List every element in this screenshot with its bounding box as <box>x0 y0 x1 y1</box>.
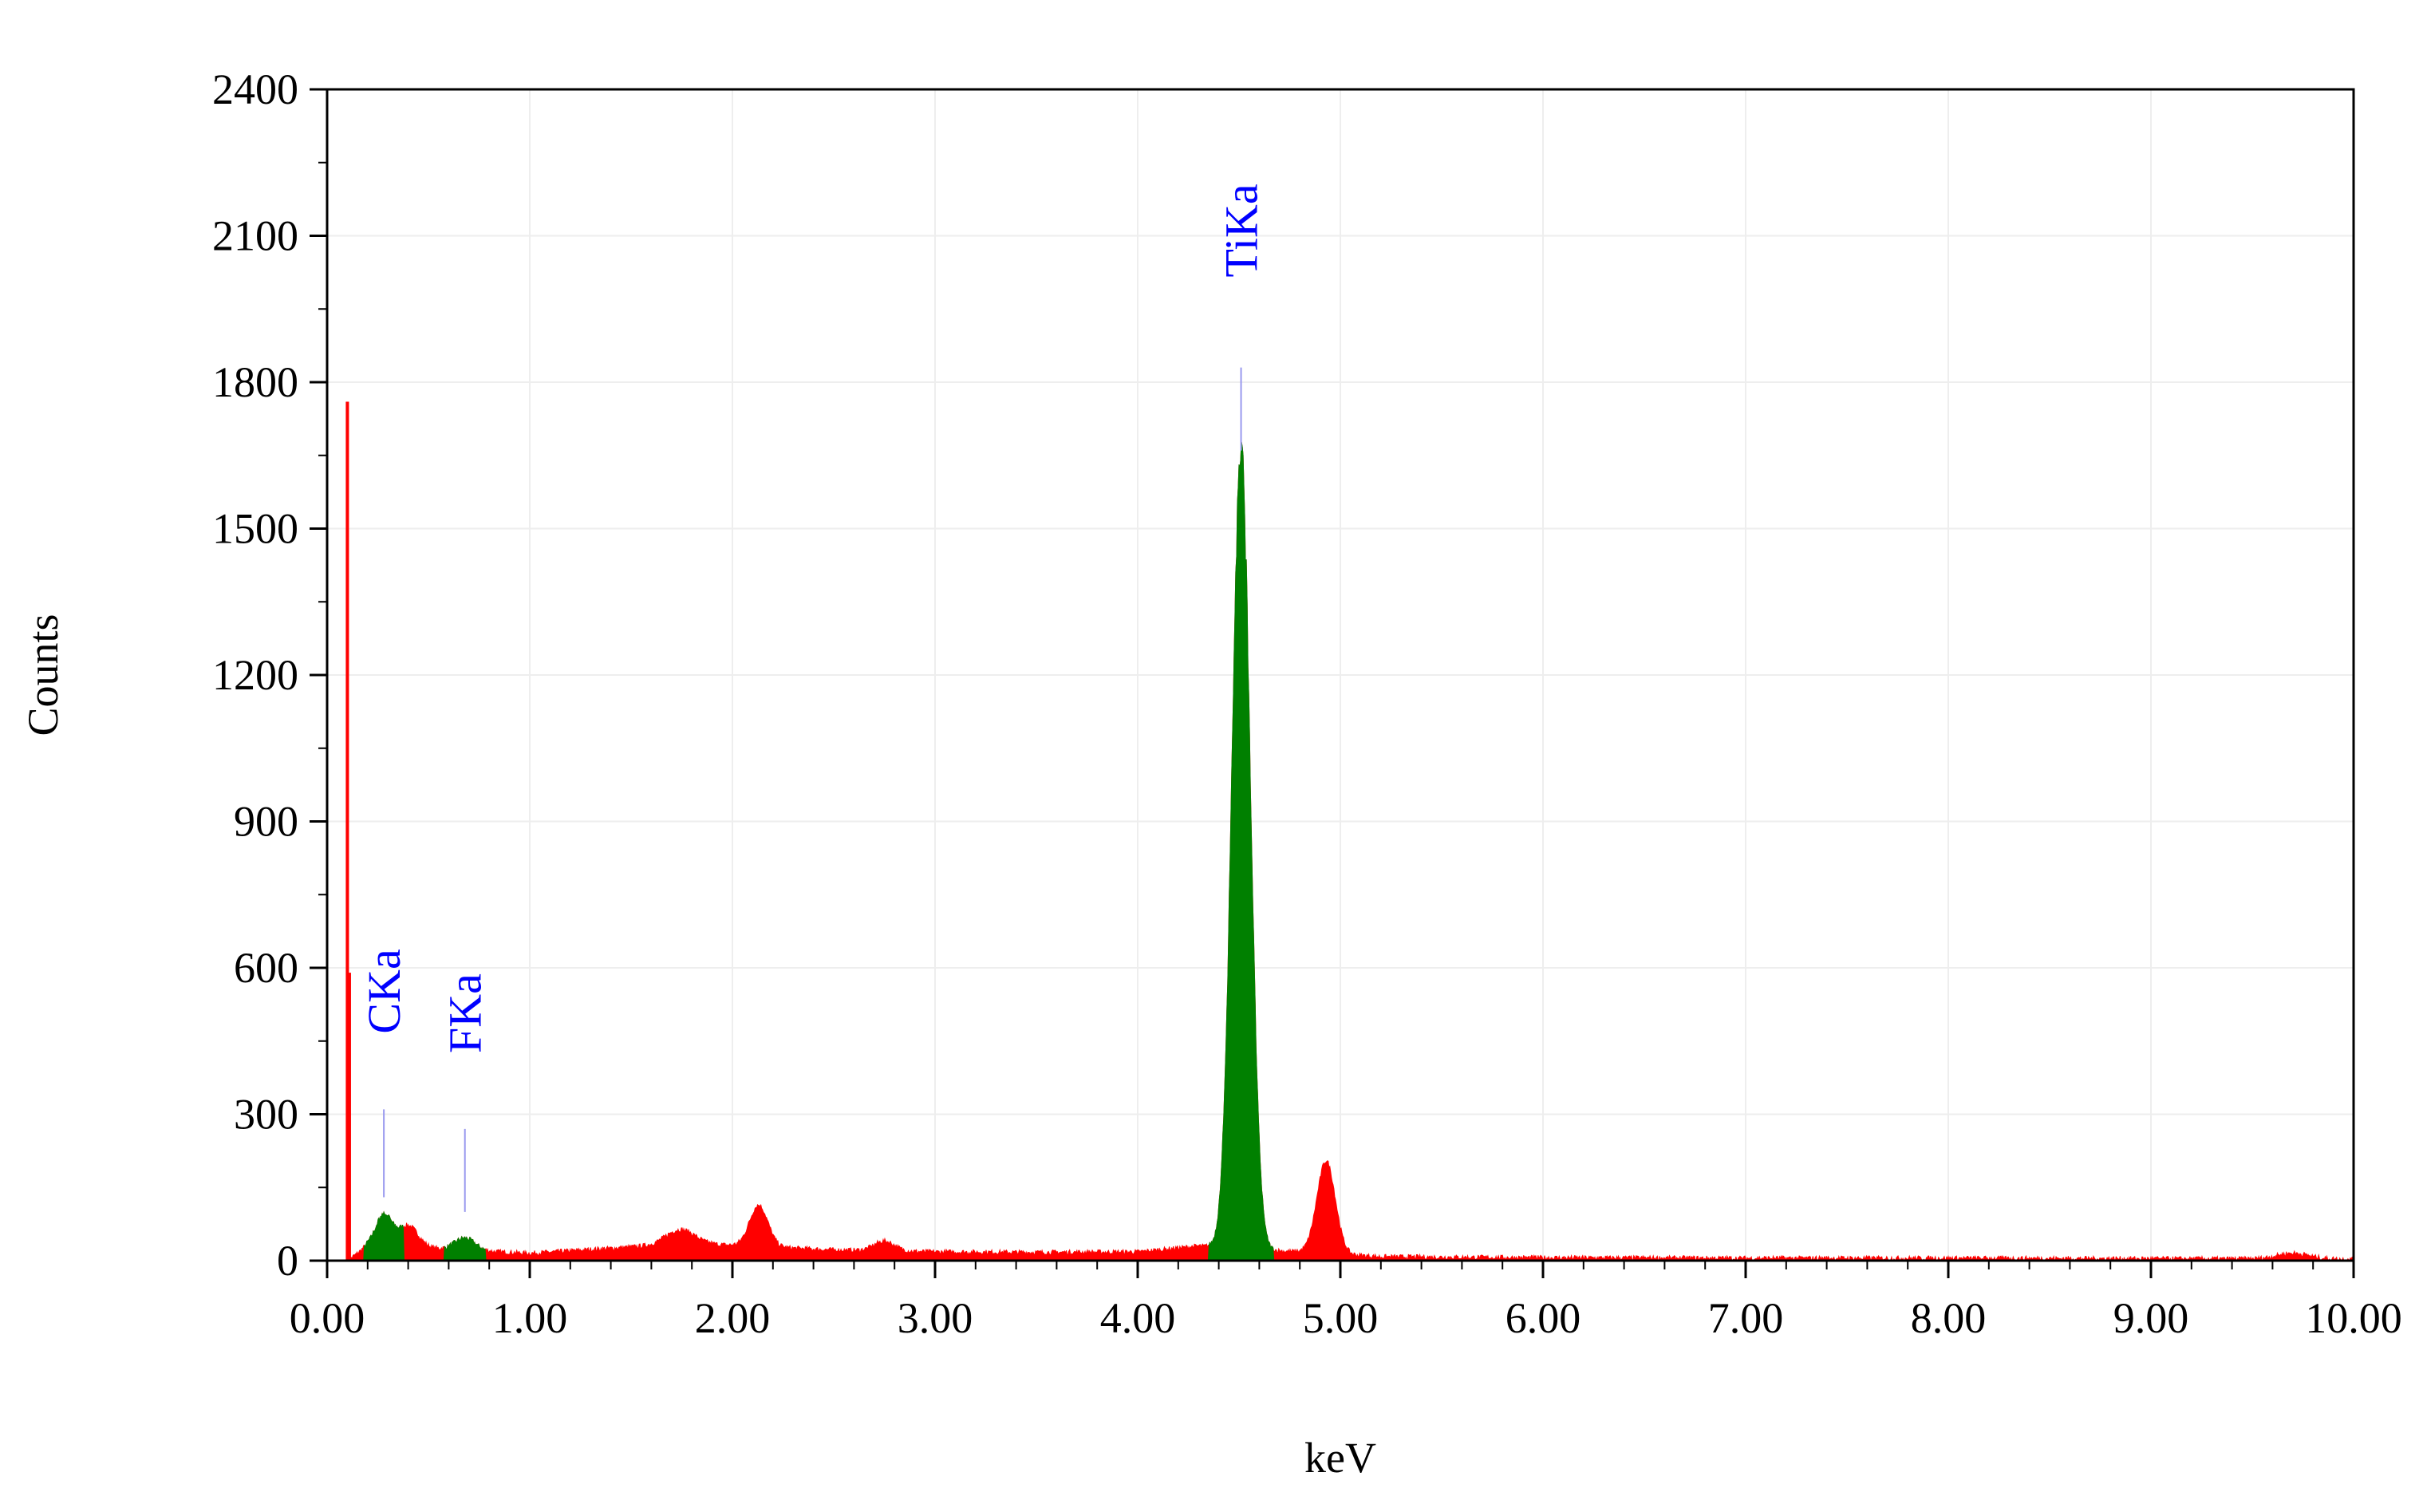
x-tick-label: 10.00 <box>2305 1294 2402 1342</box>
peak-label: FKa <box>440 973 491 1053</box>
x-tick-label: 7.00 <box>1708 1294 1784 1342</box>
x-tick-label: 3.00 <box>898 1294 973 1342</box>
y-tick-label: 1500 <box>212 505 298 553</box>
x-axis-title: keV <box>1304 1434 1376 1482</box>
y-tick-label: 0 <box>277 1237 298 1285</box>
y-tick-label: 1200 <box>212 651 298 699</box>
peak-markers: CKa FKa TiKa <box>358 184 1268 1212</box>
grid <box>326 89 2354 1261</box>
x-tick-label: 0.00 <box>290 1294 365 1342</box>
x-tick-label: 4.00 <box>1100 1294 1176 1342</box>
spectrum <box>345 401 2354 1262</box>
x-tick-label: 1.00 <box>492 1294 568 1342</box>
x-tick-label: 2.00 <box>695 1294 771 1342</box>
spectrum-area <box>346 441 2354 1262</box>
x-tick-label: 8.00 <box>1911 1294 1987 1342</box>
low-energy-spike <box>345 401 349 1261</box>
y-tick-label: 900 <box>234 798 298 846</box>
peak-label: TiKa <box>1216 184 1268 277</box>
x-axis-ticks: 0.00 1.00 2.00 3.00 4.00 5.00 6.00 7.00 8.00 9.00… <box>290 1261 2402 1342</box>
peak-label: CKa <box>358 949 410 1033</box>
y-axis-ticks: 0 300 600 900 1200 1500 1800 2100 2400 <box>212 65 327 1285</box>
y-tick-label: 600 <box>234 944 298 992</box>
y-axis-title: Counts <box>19 614 67 736</box>
y-tick-label: 2100 <box>212 212 298 260</box>
y-tick-label: 2400 <box>212 65 298 113</box>
y-tick-label: 1800 <box>212 358 298 406</box>
x-tick-label: 6.00 <box>1505 1294 1581 1342</box>
low-energy-spike <box>347 973 351 1261</box>
x-tick-label: 9.00 <box>2113 1294 2189 1342</box>
x-tick-label: 5.00 <box>1303 1294 1379 1342</box>
identified-peaks-area <box>347 441 2354 1261</box>
y-tick-label: 300 <box>234 1091 298 1139</box>
